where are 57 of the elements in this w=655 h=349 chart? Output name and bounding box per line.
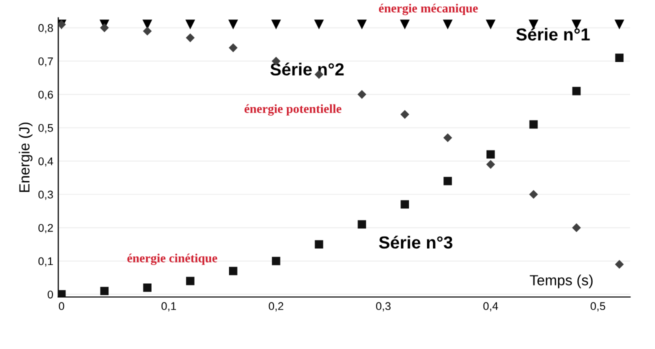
- x-tick-label: 0,4: [483, 302, 498, 312]
- point: [357, 20, 367, 30]
- point: [358, 220, 366, 229]
- point: [314, 240, 324, 249]
- point: [228, 20, 238, 30]
- y-tick-label: 0,1: [38, 257, 53, 266]
- point: [486, 20, 496, 30]
- x-tick-label: 0,3: [376, 302, 391, 312]
- y-tick-label: 0,3: [38, 190, 53, 200]
- point: [444, 176, 452, 186]
- y-tick-label: 0,6: [38, 90, 53, 100]
- x-tick-label: 0,2: [268, 302, 284, 312]
- point: [143, 284, 152, 292]
- point: [614, 260, 624, 269]
- y-tick-label: 0,2: [38, 224, 53, 234]
- point: [572, 223, 581, 232]
- point: [185, 20, 196, 30]
- point: [142, 20, 152, 30]
- point: [486, 160, 496, 169]
- point: [100, 286, 109, 296]
- point: [572, 86, 581, 96]
- x-tick-label: 0,1: [162, 302, 176, 312]
- y-tick-label: 0,5: [38, 124, 53, 134]
- point: [58, 290, 66, 297]
- series-label: Série n°3: [379, 236, 452, 249]
- point: [186, 33, 195, 42]
- point: [400, 200, 409, 209]
- point: [443, 133, 452, 142]
- y-tick-label: 0,8: [38, 24, 53, 34]
- series-label: Série n°1: [516, 28, 590, 41]
- point: [100, 23, 109, 32]
- x-tick-label: 0: [58, 302, 64, 310]
- text: énergie mécanique: [378, 4, 478, 16]
- point: [615, 54, 624, 62]
- point: [314, 20, 324, 30]
- y-tick-label: 0: [48, 290, 53, 298]
- point: [614, 20, 624, 30]
- point: [357, 90, 366, 99]
- point: [186, 276, 194, 286]
- y-axis-title: Energie (J): [18, 122, 32, 192]
- y-tick-label: 0,7: [38, 57, 53, 67]
- point: [529, 190, 538, 199]
- point: [142, 26, 152, 36]
- annotation: énergie cinétique: [127, 254, 218, 266]
- point: [400, 20, 410, 30]
- point: [229, 266, 238, 276]
- annotation: énergie potentielle: [244, 104, 342, 116]
- point: [272, 256, 280, 266]
- point: [486, 150, 495, 159]
- point: [529, 120, 538, 129]
- y-tick-label: 0,4: [38, 157, 54, 167]
- point: [400, 110, 410, 119]
- point: [228, 43, 238, 52]
- x-tick-label: 0,5: [590, 302, 606, 312]
- point: [442, 20, 453, 30]
- x-axis-title: Temps (s): [530, 274, 593, 288]
- point: [271, 20, 281, 30]
